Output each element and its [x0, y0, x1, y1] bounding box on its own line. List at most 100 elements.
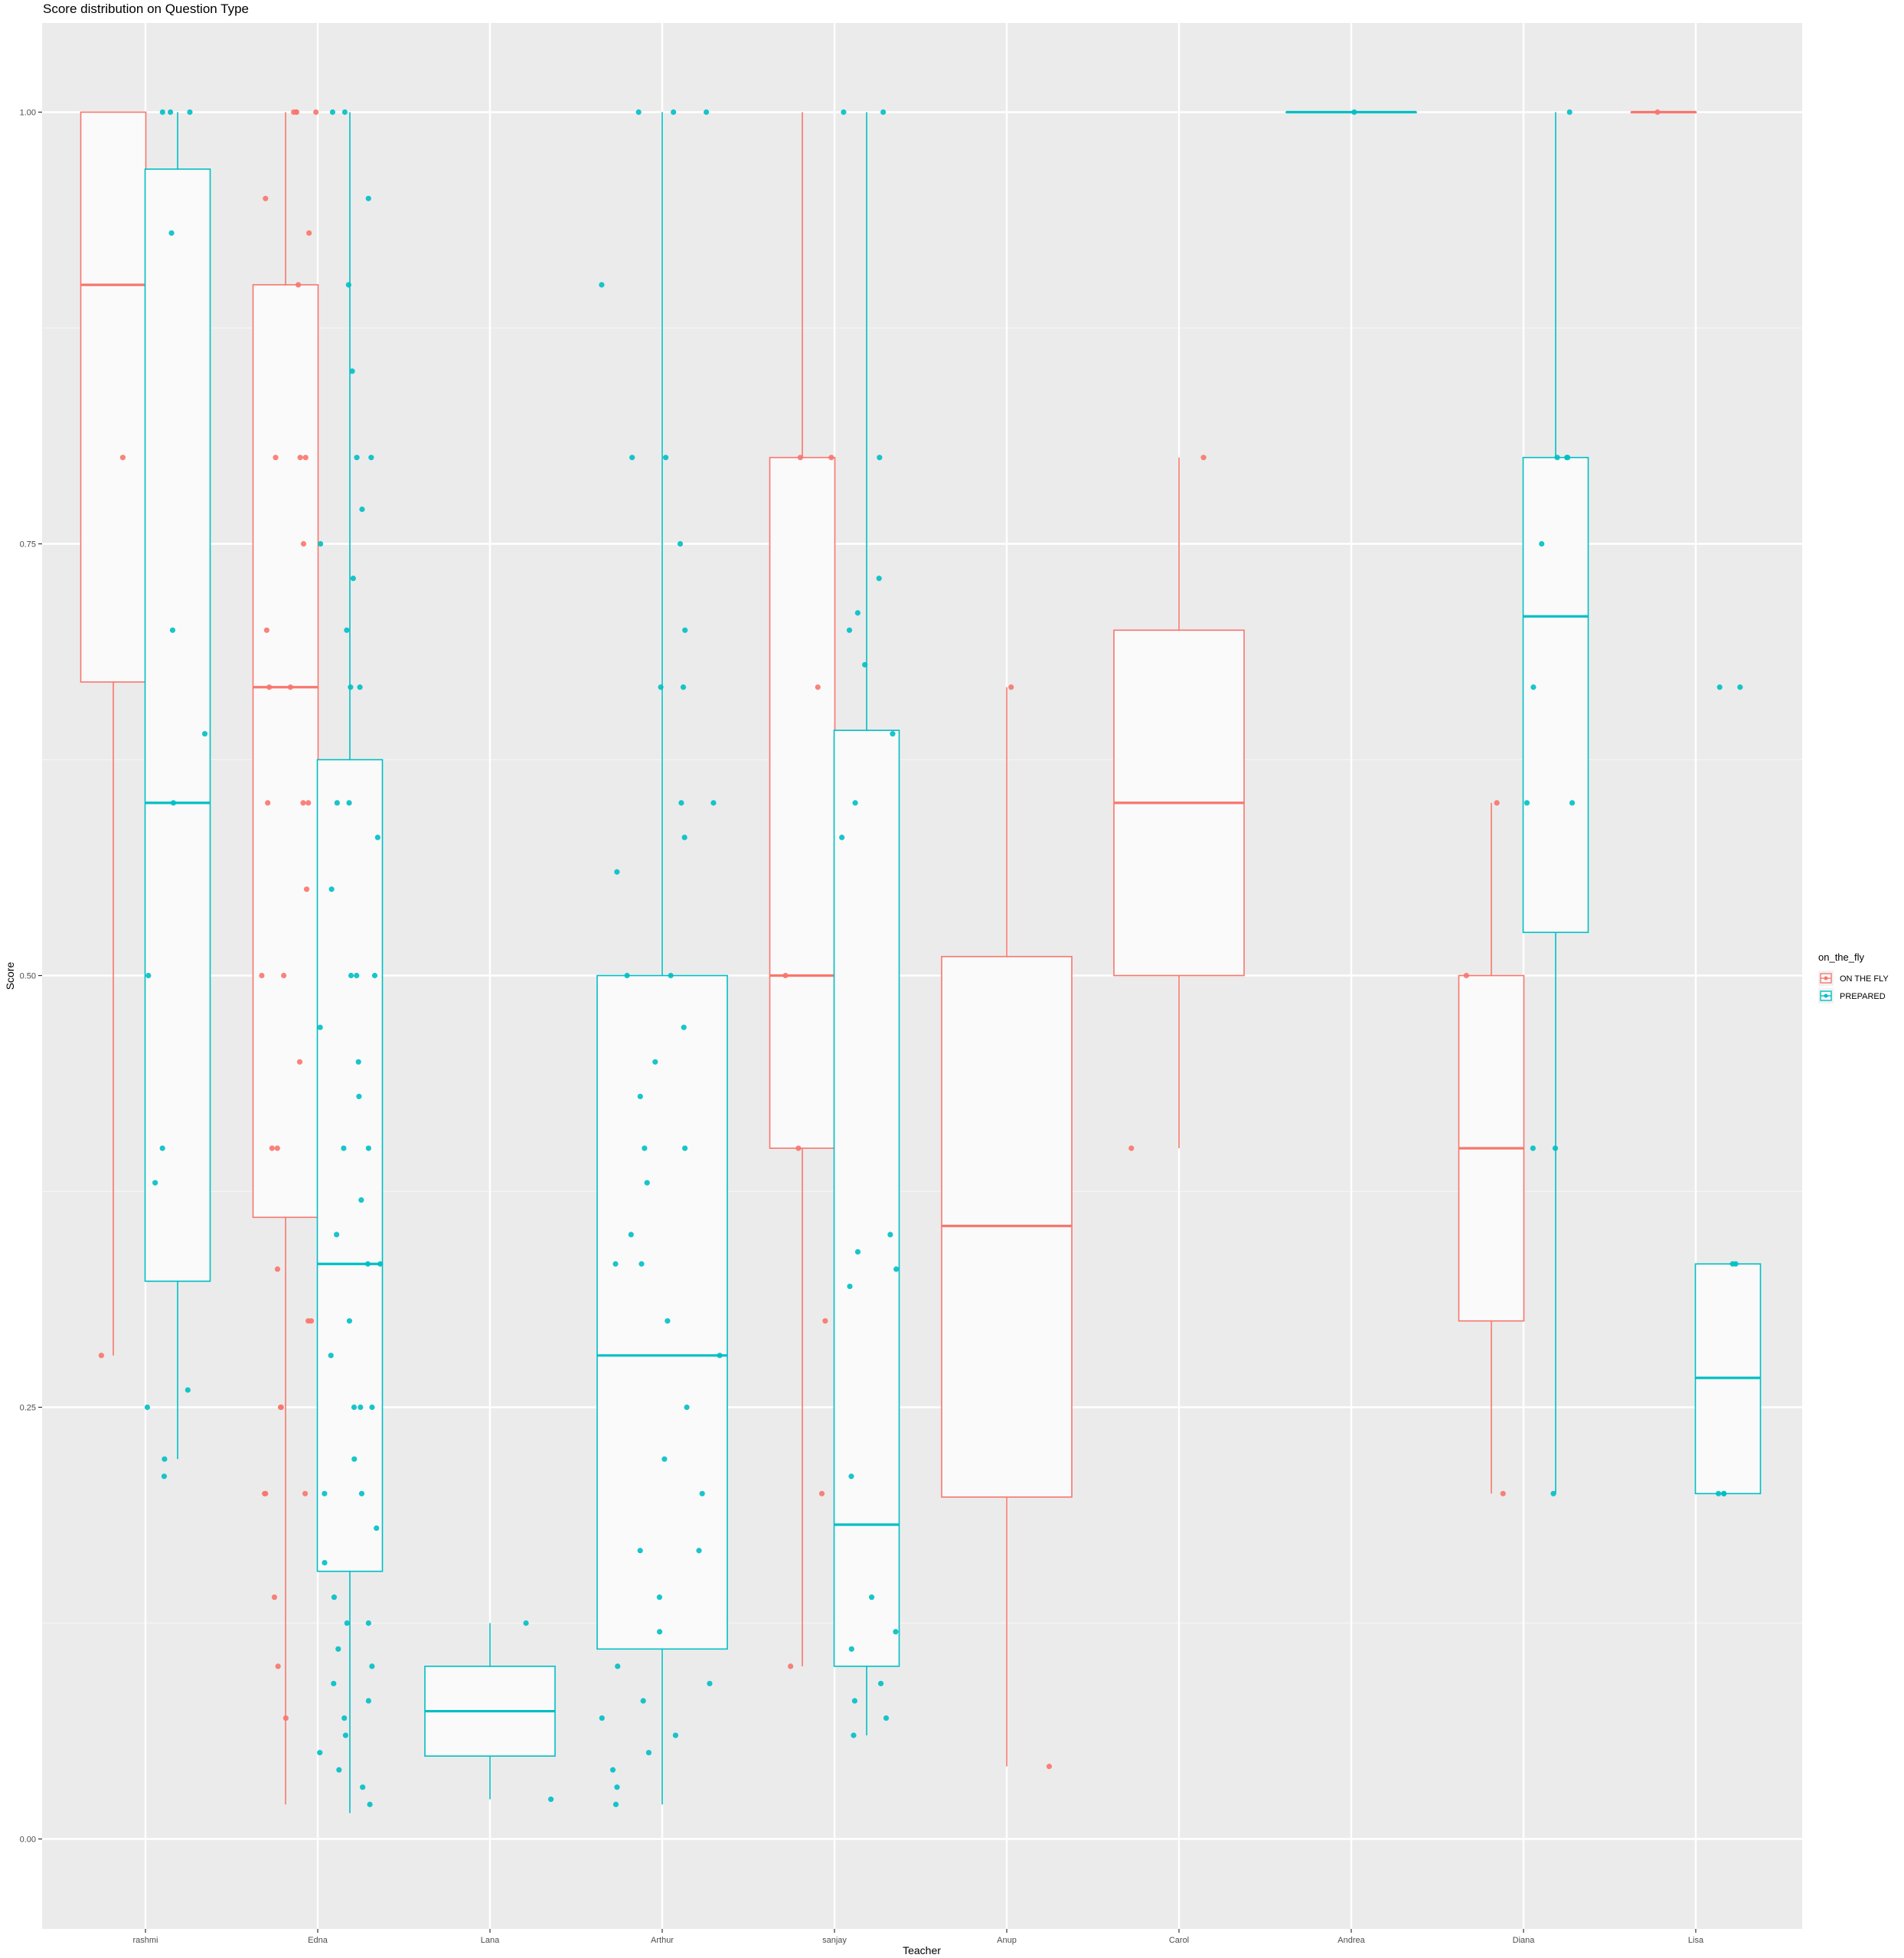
x-tick-label: Diana [1513, 1936, 1536, 1945]
data-point [637, 1093, 643, 1100]
box-body [1522, 456, 1589, 933]
data-point [1463, 972, 1469, 979]
data-point [334, 800, 340, 806]
data-point [329, 109, 336, 116]
data-point [839, 834, 845, 840]
data-point [306, 230, 312, 237]
box-lisa-prepared [1694, 1263, 1762, 1495]
x-tick-label: rashmi [132, 1936, 158, 1945]
x-tick-label: Carol [1169, 1936, 1189, 1945]
box-body [80, 111, 147, 683]
data-point [612, 1261, 619, 1267]
data-point [847, 1283, 853, 1290]
box-body [596, 974, 728, 1650]
data-point [682, 627, 688, 633]
data-point [656, 1594, 663, 1601]
data-point [274, 1266, 281, 1272]
legend: on_the_fly ON THE FLY PREPARED [1818, 951, 1889, 1003]
data-point [1566, 109, 1573, 116]
data-point [263, 195, 269, 201]
data-point [893, 1629, 899, 1635]
data-point [1554, 455, 1560, 461]
data-point [523, 1620, 529, 1627]
data-point [355, 1059, 361, 1065]
y-tick-label: 0.25 [20, 1404, 36, 1413]
data-point [677, 540, 684, 547]
data-point [851, 1732, 857, 1738]
data-point [271, 1594, 278, 1601]
data-point [629, 455, 635, 461]
data-point [672, 1732, 678, 1738]
data-point [369, 1663, 375, 1669]
data-point [1550, 1490, 1556, 1496]
data-point [356, 1093, 362, 1100]
data-point [328, 886, 335, 893]
data-point [1737, 684, 1743, 690]
data-point [615, 1663, 621, 1669]
data-point [703, 109, 710, 116]
legend-label: PREPARED [1840, 992, 1886, 1001]
box-carol-on-the-fly [1113, 457, 1245, 1149]
data-point [344, 1620, 350, 1627]
data-point [336, 1767, 342, 1773]
data-point [628, 1232, 634, 1238]
data-point [170, 800, 177, 806]
data-point [665, 1318, 671, 1324]
data-point [358, 1490, 365, 1496]
data-point [684, 1404, 690, 1411]
data-point [349, 368, 355, 374]
data-point [145, 972, 152, 979]
data-point [671, 109, 677, 116]
data-point [707, 1680, 713, 1687]
data-point [167, 109, 174, 116]
box-body [316, 759, 384, 1572]
data-point [661, 1456, 668, 1462]
data-point [614, 1784, 620, 1790]
data-point [296, 1059, 303, 1065]
legend-key-point [1824, 994, 1828, 998]
data-point [278, 1404, 284, 1411]
data-point [360, 1784, 366, 1790]
data-point [868, 1594, 875, 1601]
data-point [682, 1145, 688, 1151]
data-point [273, 455, 279, 461]
box-rashmi-on-the-fly [80, 111, 147, 1356]
data-point [262, 1490, 268, 1496]
data-point [883, 1715, 890, 1721]
data-point [350, 576, 356, 582]
data-point [295, 282, 302, 288]
y-axis-title: Score [4, 962, 16, 990]
x-tick-label: Arthur [651, 1936, 674, 1945]
y-axis: 0.00 0.25 0.50 0.75 1.00 [20, 109, 42, 1845]
data-point [887, 1232, 893, 1238]
data-point [368, 455, 374, 461]
data-point [635, 109, 642, 116]
data-point [854, 1248, 861, 1255]
data-point [341, 109, 348, 116]
data-point [317, 1750, 323, 1756]
data-point [348, 684, 354, 690]
boxes [80, 110, 1762, 1813]
data-point [818, 1490, 825, 1496]
box-edna-on-the-fly [252, 112, 319, 1805]
data-point [638, 1261, 645, 1267]
x-tick-label: Lisa [1688, 1936, 1704, 1945]
data-point [642, 1145, 648, 1151]
data-point [848, 1473, 854, 1480]
data-point [313, 109, 319, 116]
data-point [331, 1594, 338, 1601]
data-point [1046, 1764, 1053, 1770]
data-point [815, 684, 821, 690]
data-point [322, 1559, 328, 1566]
data-point [828, 455, 834, 461]
data-point [876, 576, 882, 582]
chart-title: Score distribution on Question Type [43, 2, 250, 16]
x-tick-label: Edna [308, 1936, 328, 1945]
data-point [317, 1024, 323, 1030]
box-arthur-prepared [596, 112, 728, 1805]
data-point [822, 1318, 828, 1324]
data-point [1539, 540, 1545, 547]
data-point [335, 1646, 341, 1652]
data-point [344, 627, 350, 633]
